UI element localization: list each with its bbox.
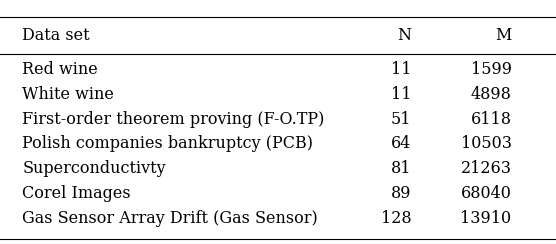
Text: First-order theorem proving (F-O.TP): First-order theorem proving (F-O.TP) [22, 111, 325, 128]
Text: Polish companies bankruptcy (PCB): Polish companies bankruptcy (PCB) [22, 135, 313, 152]
Text: 11: 11 [391, 61, 411, 78]
Text: 51: 51 [391, 111, 411, 128]
Text: 81: 81 [391, 160, 411, 177]
Text: 10503: 10503 [460, 135, 512, 152]
Text: 4898: 4898 [470, 86, 512, 103]
Text: 6118: 6118 [470, 111, 512, 128]
Text: 64: 64 [391, 135, 411, 152]
Text: Corel Images: Corel Images [22, 185, 131, 202]
Text: Red wine: Red wine [22, 61, 98, 78]
Text: N: N [398, 27, 411, 44]
Text: M: M [495, 27, 512, 44]
Text: 128: 128 [381, 210, 411, 227]
Text: 1599: 1599 [470, 61, 512, 78]
Text: 13910: 13910 [460, 210, 512, 227]
Text: 11: 11 [391, 86, 411, 103]
Text: Data set: Data set [22, 27, 90, 44]
Text: 21263: 21263 [460, 160, 512, 177]
Text: 68040: 68040 [460, 185, 512, 202]
Text: Gas Sensor Array Drift (Gas Sensor): Gas Sensor Array Drift (Gas Sensor) [22, 210, 318, 227]
Text: White wine: White wine [22, 86, 114, 103]
Text: Superconductivty: Superconductivty [22, 160, 166, 177]
Text: 89: 89 [391, 185, 411, 202]
